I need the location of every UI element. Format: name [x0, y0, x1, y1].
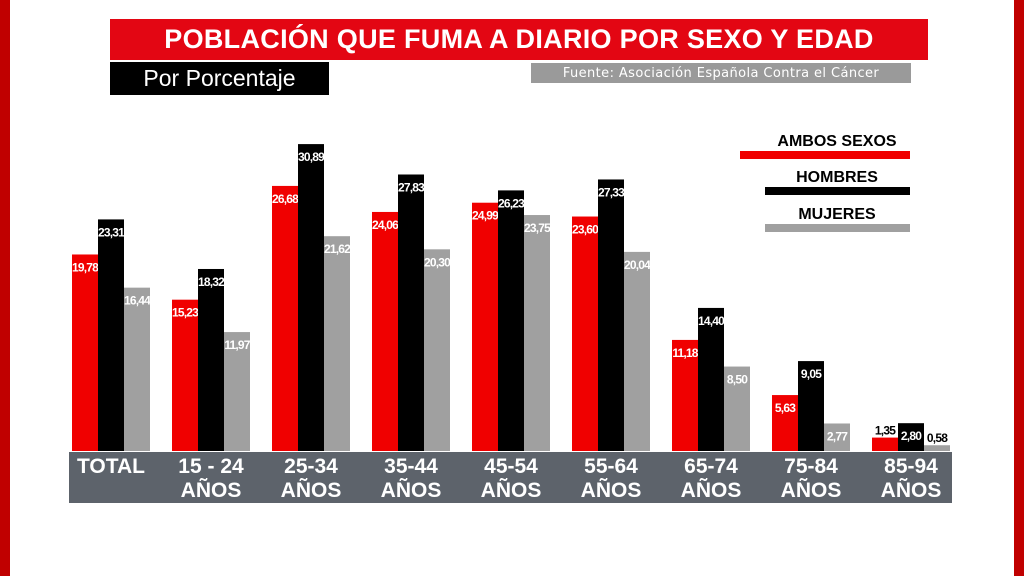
bar-mujeres-2 [324, 236, 350, 451]
category-label: 75-84 [784, 455, 838, 478]
bar-hombres-7 [798, 361, 824, 451]
data-label: 30,89 [298, 150, 325, 164]
legend-label: MUJERES [798, 206, 876, 223]
bar-ambos-6 [672, 339, 698, 451]
bar-hombres-1 [198, 268, 224, 451]
category-label: 45-54 [484, 455, 538, 478]
category-label: 55-64 [584, 455, 638, 478]
legend-swatch [740, 151, 910, 159]
legend: AMBOS SEXOS HOMBRES MUJERES [740, 133, 910, 232]
category-label: 15 - 24 [178, 455, 244, 478]
bar-hombres-8 [898, 423, 924, 451]
bar-hombres-5 [598, 179, 624, 451]
data-label: 26,23 [498, 196, 525, 210]
legend-label: AMBOS SEXOS [777, 133, 896, 150]
bar-hombres-4 [498, 190, 524, 451]
category-label: 65-74 [684, 455, 738, 478]
data-label: 18,32 [198, 275, 225, 289]
data-label: 2,80 [901, 429, 922, 443]
category-label: 25-34 [284, 455, 338, 478]
chart-subtitle: Por Porcentaje [110, 62, 329, 95]
bar-mujeres-4 [524, 215, 550, 451]
data-label: 27,33 [598, 185, 625, 199]
data-label: 5,63 [775, 401, 796, 415]
left-accent-border [0, 0, 10, 576]
category-label: AÑOS [281, 479, 342, 502]
data-label: 19,78 [72, 260, 99, 274]
bar-ambos-5 [572, 216, 598, 451]
data-label: 11,18 [672, 346, 698, 360]
category-label: AÑOS [481, 479, 542, 502]
category-label: TOTAL [77, 455, 145, 478]
bar-mujeres-5 [624, 251, 650, 451]
bar-mujeres-0 [124, 287, 150, 451]
data-label: 23,31 [98, 225, 125, 239]
bar-mujeres-8 [924, 445, 950, 451]
bar-hombres-2 [298, 144, 324, 452]
data-label: 14,40 [698, 314, 725, 328]
data-label: 8,50 [727, 373, 748, 387]
data-label: 9,05 [801, 367, 822, 381]
bar-mujeres-1 [224, 332, 250, 451]
bar-hombres-0 [98, 219, 124, 451]
category-label: AÑOS [681, 479, 742, 502]
bars-layer: 19,78 23,31 16,44 15,23 18,32 11,97 26,68 30,89… [72, 144, 950, 452]
bar-ambos-7 [772, 395, 798, 451]
data-label: 1,35 [875, 424, 896, 438]
chart-title: POBLACIÓN QUE FUMA A DIARIO POR SEXO Y E… [110, 19, 928, 60]
data-label: 21,62 [324, 242, 351, 256]
legend-label: HOMBRES [796, 169, 878, 186]
data-label: 2,77 [827, 429, 848, 443]
source-credit: Fuente: Asociación Española Contra el Cá… [531, 63, 911, 83]
category-label: AÑOS [181, 479, 242, 502]
category-label: 85-94 [884, 455, 938, 478]
data-label: 0,58 [927, 431, 948, 445]
category-label: 35-44 [384, 455, 438, 478]
bar-mujeres-7 [824, 423, 850, 451]
bar-ambos-2 [272, 185, 298, 451]
data-label: 20,04 [624, 258, 651, 272]
category-label: AÑOS [381, 479, 442, 502]
bar-hombres-6 [698, 307, 724, 451]
legend-swatch [765, 224, 910, 232]
category-label: AÑOS [781, 479, 842, 502]
bar-ambos-4 [472, 202, 498, 451]
data-label: 20,30 [424, 255, 451, 269]
right-accent-border [1014, 0, 1024, 576]
data-label: 16,44 [124, 294, 151, 308]
data-label: 24,06 [372, 218, 399, 232]
data-label: 23,75 [524, 221, 551, 235]
category-label: AÑOS [581, 479, 642, 502]
category-label: AÑOS [881, 479, 942, 502]
bar-ambos-1 [172, 299, 198, 451]
bar-ambos-8 [872, 437, 898, 451]
bar-hombres-3 [398, 174, 424, 451]
data-label: 15,23 [172, 306, 199, 320]
data-label: 11,97 [224, 338, 250, 352]
bar-mujeres-3 [424, 249, 450, 451]
data-label: 26,68 [272, 192, 299, 206]
category-labels: TOTAL 15 - 24AÑOS25-34AÑOS35-44AÑOS45-54A… [77, 455, 941, 502]
category-axis-band [69, 452, 952, 503]
bar-ambos-0 [72, 254, 98, 451]
data-label: 23,60 [572, 223, 599, 237]
bar-mujeres-6 [724, 366, 750, 451]
bar-ambos-3 [372, 211, 398, 451]
data-label: 24,99 [472, 209, 499, 223]
legend-swatch [765, 187, 910, 195]
data-label: 27,83 [398, 180, 425, 194]
